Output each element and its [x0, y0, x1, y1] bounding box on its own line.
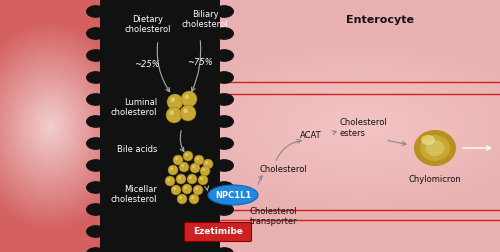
Ellipse shape	[86, 115, 106, 128]
Text: Cholesterol
transporter: Cholesterol transporter	[250, 207, 298, 226]
Circle shape	[194, 155, 204, 165]
Ellipse shape	[86, 49, 106, 62]
Ellipse shape	[86, 27, 106, 40]
Ellipse shape	[421, 135, 435, 145]
Ellipse shape	[214, 247, 234, 252]
Circle shape	[166, 107, 182, 123]
Circle shape	[168, 165, 178, 175]
Circle shape	[192, 165, 195, 168]
Circle shape	[187, 174, 197, 184]
Circle shape	[171, 185, 181, 195]
Circle shape	[176, 174, 186, 184]
Circle shape	[180, 105, 196, 121]
FancyBboxPatch shape	[184, 223, 252, 241]
Text: ~25%: ~25%	[134, 60, 160, 69]
Ellipse shape	[214, 181, 234, 194]
Ellipse shape	[214, 115, 234, 128]
Circle shape	[205, 161, 208, 164]
Circle shape	[191, 196, 194, 199]
Text: Enterocyte: Enterocyte	[346, 15, 414, 25]
Bar	[100, 0, 220, 252]
Circle shape	[173, 155, 183, 165]
Circle shape	[184, 186, 187, 189]
Text: Cholesterol: Cholesterol	[260, 166, 308, 174]
Circle shape	[196, 157, 199, 160]
Ellipse shape	[214, 49, 234, 62]
Circle shape	[167, 94, 183, 110]
Circle shape	[184, 94, 189, 99]
Ellipse shape	[86, 225, 106, 238]
Ellipse shape	[86, 5, 106, 18]
Circle shape	[190, 163, 200, 173]
Ellipse shape	[86, 181, 106, 194]
Ellipse shape	[420, 135, 450, 161]
Circle shape	[195, 187, 198, 190]
Ellipse shape	[86, 71, 106, 84]
Circle shape	[178, 176, 181, 179]
Text: Chylomicron: Chylomicron	[408, 175, 462, 184]
Circle shape	[184, 109, 188, 113]
Ellipse shape	[426, 140, 444, 156]
Ellipse shape	[86, 203, 106, 216]
Text: Dietary
cholesterol: Dietary cholesterol	[125, 15, 171, 35]
Text: Ezetimibe: Ezetimibe	[193, 228, 243, 236]
Ellipse shape	[86, 247, 106, 252]
Circle shape	[179, 196, 182, 199]
Ellipse shape	[214, 159, 234, 172]
Circle shape	[185, 153, 188, 156]
Text: Biliary
cholesterol: Biliary cholesterol	[182, 10, 228, 29]
Circle shape	[170, 167, 173, 170]
Circle shape	[181, 91, 197, 107]
Text: Luminal
cholesterol: Luminal cholesterol	[110, 98, 157, 117]
Circle shape	[165, 176, 175, 186]
Ellipse shape	[214, 71, 234, 84]
Ellipse shape	[208, 185, 258, 205]
Circle shape	[177, 194, 187, 204]
Circle shape	[189, 194, 199, 204]
Circle shape	[170, 111, 174, 115]
Bar	[220, 0, 500, 252]
Ellipse shape	[414, 130, 456, 166]
Ellipse shape	[214, 27, 234, 40]
Ellipse shape	[86, 93, 106, 106]
Ellipse shape	[86, 159, 106, 172]
Circle shape	[189, 176, 192, 179]
Circle shape	[167, 178, 170, 181]
Ellipse shape	[86, 137, 106, 150]
Text: Bile acids: Bile acids	[116, 145, 157, 154]
Ellipse shape	[214, 93, 234, 106]
Circle shape	[173, 187, 176, 190]
Text: Cholesterol
esters: Cholesterol esters	[340, 118, 388, 138]
Text: ~75%: ~75%	[187, 58, 213, 67]
Circle shape	[203, 159, 213, 169]
Circle shape	[200, 177, 203, 180]
Ellipse shape	[214, 225, 234, 238]
Circle shape	[170, 98, 175, 102]
Circle shape	[182, 184, 192, 194]
Circle shape	[202, 168, 205, 171]
Ellipse shape	[214, 137, 234, 150]
Text: Micellar
cholesterol: Micellar cholesterol	[110, 185, 157, 204]
Circle shape	[198, 175, 208, 185]
Ellipse shape	[214, 5, 234, 18]
Circle shape	[179, 162, 189, 172]
Ellipse shape	[214, 203, 234, 216]
Text: NPC1L1: NPC1L1	[215, 191, 251, 200]
Circle shape	[183, 151, 193, 161]
Circle shape	[193, 185, 203, 195]
Text: ACAT: ACAT	[300, 131, 322, 140]
Bar	[0, 0, 100, 252]
Circle shape	[181, 164, 184, 167]
Circle shape	[200, 166, 210, 176]
Circle shape	[175, 157, 178, 160]
